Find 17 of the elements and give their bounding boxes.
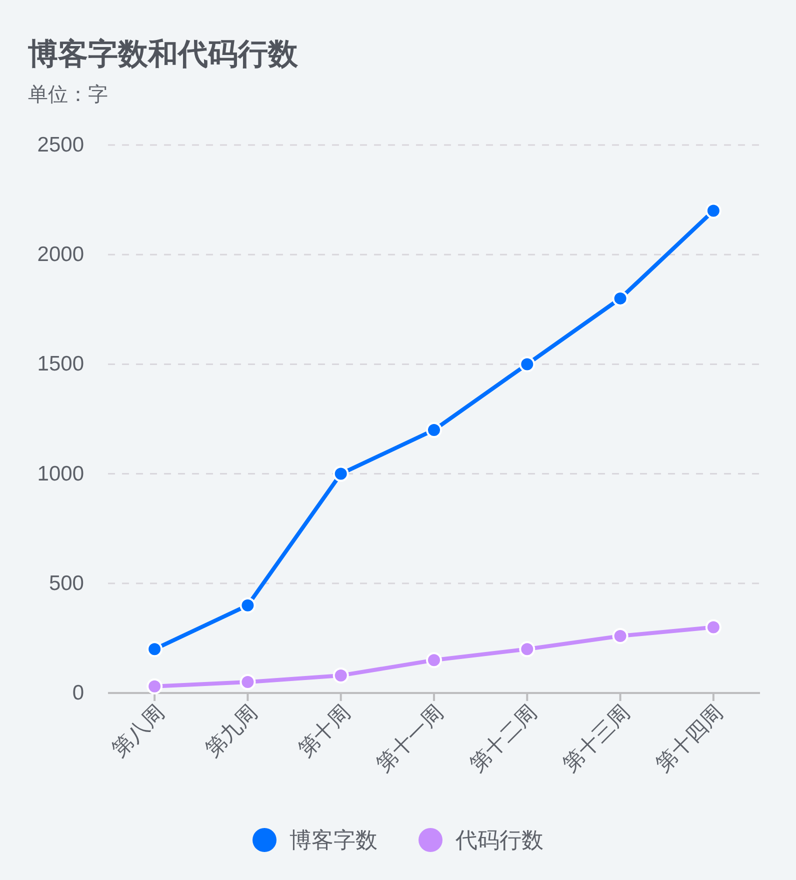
x-tick-label: 第十三周: [558, 700, 634, 777]
y-tick-label: 1000: [37, 462, 84, 486]
title: 博客字数和代码行数: [28, 38, 298, 71]
x-tick-label: 第十四周: [652, 700, 728, 777]
legend-label: 博客字数: [290, 828, 378, 852]
subtitle: 单位：字: [28, 84, 108, 106]
x-tick-label: 第八周: [108, 700, 169, 762]
legend-label: 代码行数: [456, 828, 544, 852]
x-tick-label: 第十周: [294, 700, 355, 762]
x-tick-label: 第十一周: [372, 700, 448, 777]
y-tick-label: 500: [48, 572, 84, 595]
y-tick-label: 0: [72, 682, 84, 704]
x-tick-label: 第九周: [201, 700, 262, 762]
y-tick-label: 2500: [37, 134, 84, 156]
y-tick-label: 1500: [37, 352, 84, 376]
x-tick-label: 第十二周: [466, 700, 542, 777]
y-tick-label: 2000: [37, 243, 84, 266]
